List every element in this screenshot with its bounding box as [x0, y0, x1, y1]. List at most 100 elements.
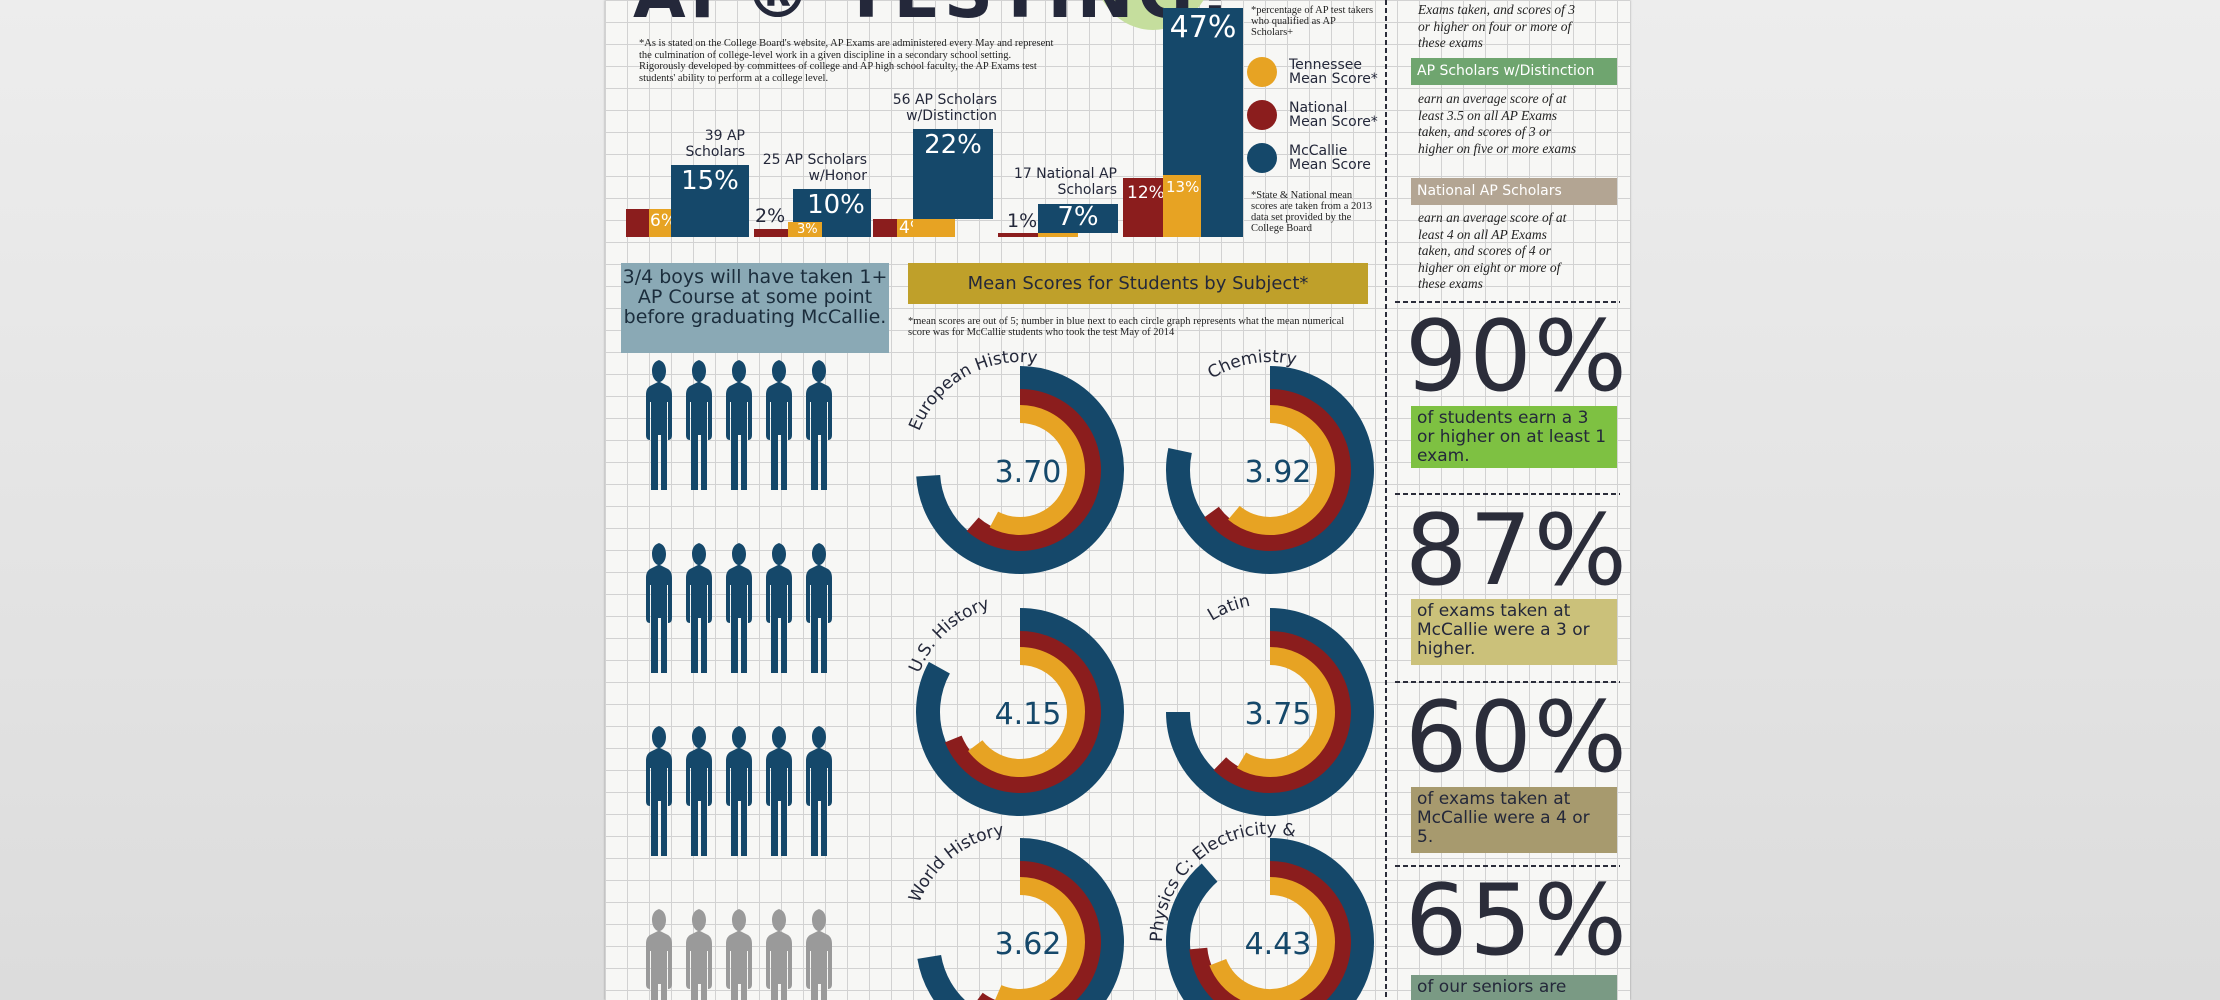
boy-silhouette-icon [806, 543, 832, 673]
tennessee-legend-dot [1247, 57, 1277, 87]
mccallie-label: 15% [681, 166, 739, 196]
national-bar [1123, 178, 1165, 237]
tennessee-bar [649, 209, 671, 237]
subject-mean-score: 3.75 [1245, 697, 1312, 732]
sidebar-separator [1395, 493, 1620, 495]
subject-name: European History [905, 347, 1038, 434]
stat-value: 90% [1405, 300, 1629, 414]
tennessee-bar [788, 222, 822, 237]
subject-mean-score: 3.70 [995, 455, 1062, 490]
mccallie-ring [917, 838, 1124, 1000]
boy-silhouette-gray-icon [686, 909, 712, 1000]
national-bar [754, 229, 794, 237]
boy-silhouette-icon [686, 543, 712, 673]
boy-silhouette-icon [766, 360, 792, 490]
bar-caption: 25 AP Scholars w/Honor [762, 152, 867, 184]
boy-silhouette-gray-icon [766, 909, 792, 1000]
bar-caption: 17 National AP Scholars [1013, 166, 1117, 198]
tennessee-legend-label: Tennessee Mean Score* [1289, 57, 1378, 87]
boy-silhouette-icon [726, 543, 752, 673]
national-label: 1% [1007, 210, 1038, 232]
national-ring [1204, 389, 1351, 551]
boy-silhouette-icon [806, 726, 832, 856]
stat-text: of exams taken at McCallie were a 4 or 5… [1411, 787, 1617, 853]
boy-silhouette-gray-icon [646, 909, 672, 1000]
mean-scores-note: *mean scores are out of 5; number in blu… [908, 316, 1345, 338]
mccallie-ring [916, 608, 1124, 816]
sidebar-top-text: Exams taken, and scores of 3 or higher o… [1418, 2, 1575, 50]
boy-silhouette-icon [686, 726, 712, 856]
boy-silhouette-icon [766, 726, 792, 856]
bar-caption: 56 AP Scholars w/Distinction [892, 92, 997, 124]
national-ring [944, 631, 1101, 793]
page-title: AP® TESTING? [633, 0, 1241, 30]
boy-silhouette-icon [766, 543, 792, 673]
stat-value: 65% [1405, 864, 1629, 978]
distinction-header: AP Scholars w/Distinction [1411, 58, 1617, 85]
tennessee-ring [995, 877, 1085, 1000]
sidebar-divider [1385, 0, 1387, 1000]
legend-footnote: *State & National mean scores are taken … [1251, 190, 1372, 234]
tennessee-bar [913, 219, 955, 237]
tennessee-label: 13% [1166, 178, 1200, 196]
subject-name: World History [905, 820, 1005, 905]
national-label: 12% [1127, 183, 1165, 203]
national-label: 6% [650, 211, 677, 231]
mccallie-ring [1166, 838, 1374, 1000]
mccallie-ring [1166, 608, 1374, 816]
national-label: 2% [755, 205, 786, 227]
stat-text: of our seniors are [1411, 975, 1617, 1000]
mccallie-bar [671, 165, 749, 237]
boy-silhouette-icon [646, 360, 672, 490]
national-ring [1213, 631, 1351, 793]
boy-silhouette-icon [646, 726, 672, 856]
mccallie-label: 22% [924, 130, 982, 160]
national-ring [966, 389, 1101, 551]
boys-callout: 3/4 boys will have taken 1+ AP Course at… [621, 263, 889, 353]
tennessee-ring [989, 405, 1085, 535]
national-legend-dot [1247, 100, 1277, 130]
boy-silhouette-icon [646, 543, 672, 673]
boy-silhouette-gray-icon [726, 909, 752, 1000]
mccallie-legend-label: McCallie Mean Score [1289, 143, 1371, 173]
mccallie-ring [916, 366, 1124, 574]
mean-scores-header: Mean Scores for Students by Subject* [908, 263, 1368, 304]
national-scholars-header: National AP Scholars [1411, 178, 1617, 205]
stat-value: 87% [1405, 494, 1629, 608]
national-scholars-text: earn an average score of at least 4 on a… [1418, 210, 1567, 291]
boy-silhouette-icon [686, 360, 712, 490]
mccallie-bar [913, 129, 993, 219]
tennessee-ring [1228, 405, 1335, 535]
tennessee-ring [968, 647, 1085, 777]
subject-name: Latin [1204, 591, 1252, 625]
subject-mean-score: 4.43 [1245, 927, 1312, 962]
scholars-chart: 39 AP Scholars 6% 15% 25 AP Scholars w/H… [605, 0, 1385, 250]
tennessee-label: 3% [797, 222, 818, 237]
mccallie-label: 10% [807, 190, 865, 220]
sidebar-separator [1395, 301, 1620, 303]
subject-mean-score: 3.62 [995, 927, 1062, 962]
intro-text: *As is stated on the College Board's web… [639, 38, 1054, 84]
subject-mean-score: 3.92 [1245, 455, 1312, 490]
subject-mean-score: 4.15 [995, 697, 1062, 732]
boy-silhouette-icon [726, 360, 752, 490]
sidebar-separator [1395, 681, 1620, 683]
tennessee-ring [1209, 877, 1335, 1000]
tennessee-bar [1163, 175, 1201, 237]
national-legend-label: National Mean Score* [1289, 100, 1378, 130]
sidebar-separator [1395, 865, 1620, 867]
mccallie-bar [1038, 204, 1118, 233]
national-ring [1189, 861, 1351, 1000]
subject-name: U.S. History [905, 594, 991, 676]
stat-value: 60% [1405, 681, 1629, 795]
boys-pictogram [643, 360, 843, 1000]
tennessee-bar [1038, 233, 1078, 237]
mccallie-label: 47% [1169, 10, 1237, 45]
national-bar [998, 233, 1042, 237]
distinction-text: earn an average score of at least 3.5 on… [1418, 91, 1577, 156]
bar-caption: 39 AP Scholars [685, 128, 745, 160]
infographic-poster: AP® TESTING? *As is stated on the Colleg… [605, 0, 1630, 1000]
mccallie-label: 7% [1057, 202, 1099, 232]
boy-silhouette-icon [806, 360, 832, 490]
